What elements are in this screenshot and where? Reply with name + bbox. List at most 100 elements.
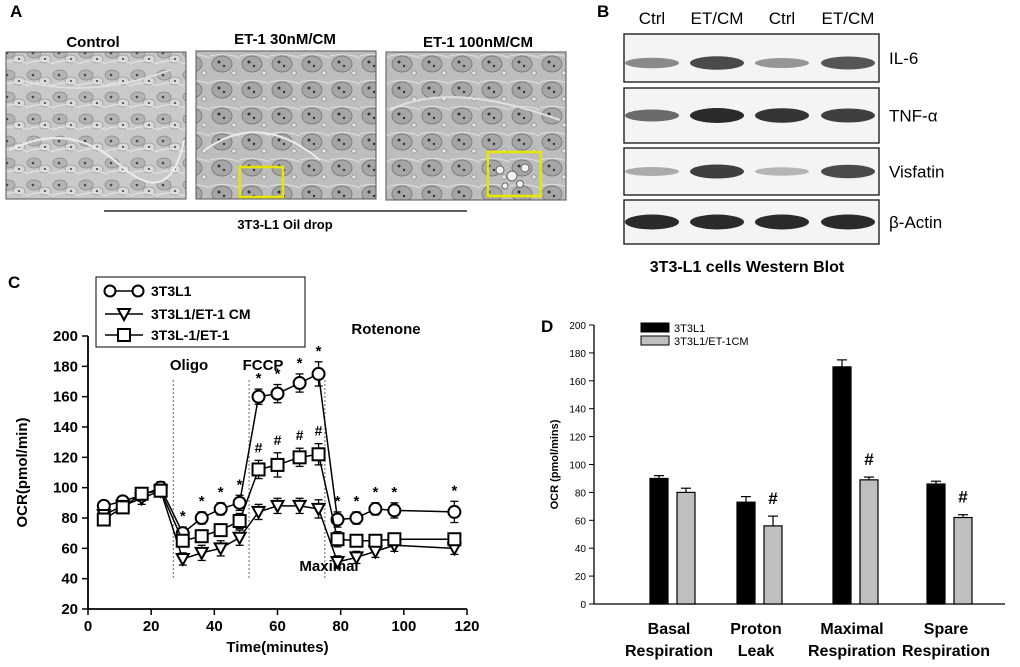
significance-star: * bbox=[199, 493, 205, 510]
ocr-bar-chart: 0 20 40 60 80 100 120 140 160 180 200 OCR (pmol/min… bbox=[549, 321, 1005, 660]
significance-star: * bbox=[335, 493, 341, 510]
data-point-circle bbox=[311, 366, 326, 381]
significance-hash: # bbox=[864, 450, 874, 469]
y-tick-label: 180 bbox=[53, 358, 78, 375]
data-point-square bbox=[311, 447, 326, 462]
y-tick-label: 60 bbox=[61, 540, 78, 557]
micrograph-title-et1-30nm: ET-1 30nM/CM bbox=[234, 31, 336, 48]
legend-label: 3T3L1/ET-1 CM bbox=[151, 306, 251, 322]
significance-star: * bbox=[180, 508, 186, 525]
data-point-triangle bbox=[329, 555, 346, 571]
y-tick-label: 100 bbox=[53, 480, 78, 497]
bar bbox=[832, 366, 852, 605]
data-point-circle bbox=[270, 386, 285, 401]
y-tick-label: 120 bbox=[53, 449, 78, 466]
y-tick-label: 160 bbox=[569, 377, 586, 388]
significance-star: * bbox=[451, 482, 457, 499]
bar bbox=[736, 501, 756, 605]
data-point-square bbox=[387, 532, 402, 547]
data-point-square bbox=[270, 457, 285, 472]
data-point-circle bbox=[368, 501, 383, 516]
significance-hash: # bbox=[768, 489, 778, 508]
chart-legend: 3T3L1 3T3L1/ET-1 CM 3T3L-1/ET-1 bbox=[95, 276, 306, 348]
blot-column-header: Ctrl bbox=[639, 9, 665, 28]
x-tick-label: 100 bbox=[391, 618, 416, 635]
legend-marker bbox=[117, 328, 131, 342]
y-tick-label: 80 bbox=[61, 510, 78, 527]
legend-label: 3T3L-1/ET-1 bbox=[151, 327, 230, 343]
data-point-square bbox=[213, 523, 228, 538]
x-tick-label: 60 bbox=[269, 618, 286, 635]
category-label: Leak bbox=[738, 643, 775, 660]
blot-band bbox=[625, 109, 679, 122]
blot-band bbox=[821, 164, 875, 179]
y-tick-label: 200 bbox=[569, 321, 586, 332]
legend-label: 3T3L1/ET-1CM bbox=[674, 336, 749, 348]
x-tick-label: 0 bbox=[84, 618, 92, 635]
bar-group: # Spare Respiration bbox=[902, 480, 990, 660]
panel-b-caption: 3T3-L1 cells Western Blot bbox=[650, 259, 845, 276]
panel-c-letter: C bbox=[8, 273, 20, 292]
blot-row: TNF-α bbox=[623, 87, 938, 144]
x-tick-label: 20 bbox=[143, 618, 160, 635]
bar bbox=[859, 479, 879, 605]
blot-row: IL-6 bbox=[623, 33, 918, 83]
injection-label: Rotenone bbox=[351, 321, 420, 338]
data-point-triangle bbox=[310, 502, 327, 517]
panel-d-letter: D bbox=[541, 317, 553, 336]
data-point-square bbox=[134, 486, 149, 501]
legend-marker bbox=[103, 284, 117, 298]
oil-drop-highlight-box bbox=[238, 165, 285, 199]
category-label: Maximal bbox=[820, 621, 883, 638]
data-point-triangle bbox=[175, 552, 191, 568]
y-axis-label: OCR(pmol/min) bbox=[14, 418, 31, 528]
significance-hash: # bbox=[315, 423, 323, 439]
y-tick-label: 40 bbox=[61, 571, 78, 588]
data-point-triangle bbox=[212, 542, 229, 557]
data-point-square bbox=[292, 450, 307, 465]
category-label: Respiration bbox=[902, 643, 990, 660]
blot-label: β-Actin bbox=[889, 213, 942, 232]
data-point-square bbox=[96, 512, 111, 527]
blot-band bbox=[821, 56, 875, 70]
blot-band bbox=[755, 58, 809, 68]
blot-column-header: Ctrl bbox=[769, 9, 795, 28]
data-point-triangle bbox=[250, 505, 267, 521]
bar bbox=[953, 516, 973, 605]
legend-swatch bbox=[640, 322, 670, 333]
significance-hash: # bbox=[255, 439, 263, 455]
category-label: Spare bbox=[924, 621, 969, 638]
blot-band bbox=[821, 108, 875, 123]
bar-group: # Proton Leak bbox=[730, 489, 783, 660]
micrograph-control bbox=[5, 51, 187, 200]
data-point-circle bbox=[292, 376, 307, 391]
y-tick-label: 180 bbox=[569, 349, 586, 360]
data-point-triangle bbox=[348, 551, 365, 566]
data-point-square bbox=[368, 533, 383, 548]
y-tick-label: 160 bbox=[53, 389, 78, 406]
panel-a-letter: A bbox=[10, 2, 22, 21]
legend-swatch bbox=[640, 335, 670, 346]
data-point-circle bbox=[349, 511, 364, 525]
significance-star: * bbox=[237, 476, 243, 493]
micrograph-title-control: Control bbox=[66, 34, 119, 51]
blot-band bbox=[625, 167, 679, 176]
blot-band bbox=[755, 167, 809, 176]
blot-column-header: ET/CM bbox=[691, 9, 744, 28]
significance-hash: # bbox=[296, 427, 304, 443]
category-label: Proton bbox=[730, 621, 782, 638]
significance-star: * bbox=[354, 493, 360, 510]
significance-star: * bbox=[391, 484, 397, 501]
data-point-circle bbox=[194, 511, 209, 525]
data-point-triangle bbox=[367, 545, 384, 560]
blot-band bbox=[625, 214, 679, 230]
significance-star: * bbox=[297, 355, 303, 372]
series-1 bbox=[96, 483, 463, 571]
legend-label: 3T3L1 bbox=[674, 323, 705, 335]
data-point-square bbox=[194, 529, 209, 544]
y-tick-label: 0 bbox=[580, 600, 586, 611]
bar bbox=[763, 525, 783, 605]
